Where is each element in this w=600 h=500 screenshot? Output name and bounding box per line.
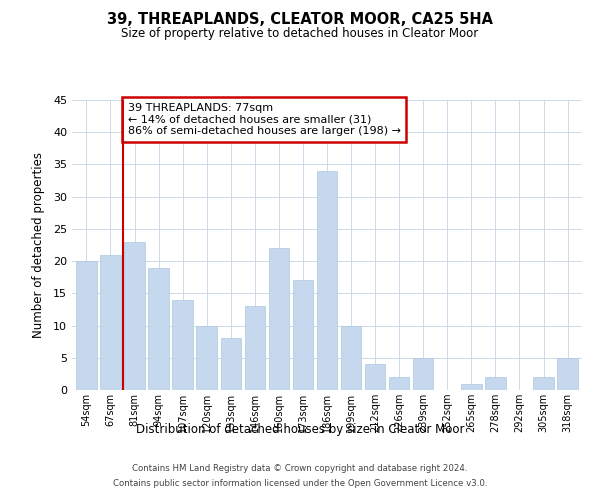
- Bar: [196, 326, 217, 390]
- Bar: [293, 280, 313, 390]
- Bar: [221, 338, 241, 390]
- Bar: [413, 358, 433, 390]
- Bar: [245, 306, 265, 390]
- Text: Size of property relative to detached houses in Cleator Moor: Size of property relative to detached ho…: [121, 28, 479, 40]
- Bar: [148, 268, 169, 390]
- Text: Contains public sector information licensed under the Open Government Licence v3: Contains public sector information licen…: [113, 479, 487, 488]
- Bar: [485, 377, 506, 390]
- Bar: [172, 300, 193, 390]
- Bar: [533, 377, 554, 390]
- Bar: [365, 364, 385, 390]
- Bar: [124, 242, 145, 390]
- Y-axis label: Number of detached properties: Number of detached properties: [32, 152, 44, 338]
- Bar: [76, 261, 97, 390]
- Text: 39, THREAPLANDS, CLEATOR MOOR, CA25 5HA: 39, THREAPLANDS, CLEATOR MOOR, CA25 5HA: [107, 12, 493, 28]
- Bar: [100, 254, 121, 390]
- Text: Contains HM Land Registry data © Crown copyright and database right 2024.: Contains HM Land Registry data © Crown c…: [132, 464, 468, 473]
- Bar: [461, 384, 482, 390]
- Bar: [317, 171, 337, 390]
- Text: 39 THREAPLANDS: 77sqm
← 14% of detached houses are smaller (31)
86% of semi-deta: 39 THREAPLANDS: 77sqm ← 14% of detached …: [128, 103, 401, 136]
- Text: Distribution of detached houses by size in Cleator Moor: Distribution of detached houses by size …: [136, 422, 464, 436]
- Bar: [557, 358, 578, 390]
- Bar: [389, 377, 409, 390]
- Bar: [341, 326, 361, 390]
- Bar: [269, 248, 289, 390]
